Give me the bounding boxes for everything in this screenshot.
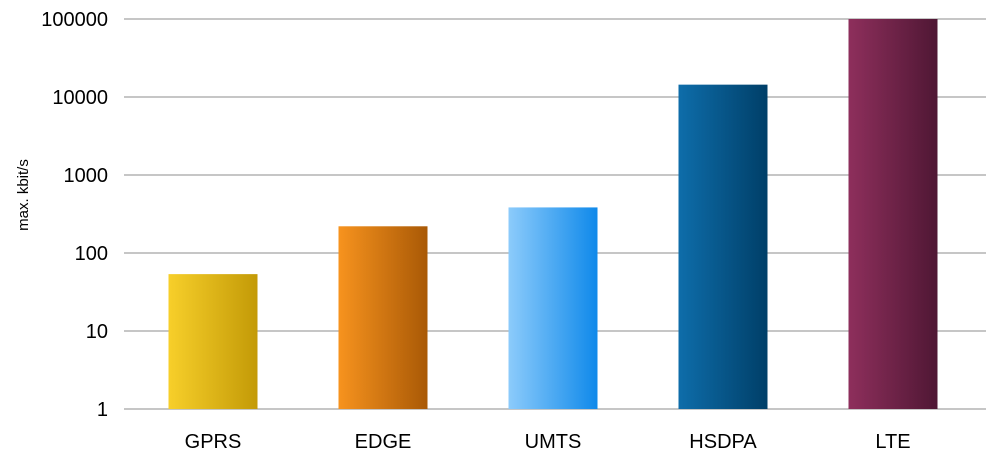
y-axis-title: max. kbit/s [15, 159, 32, 231]
y-tick-label: 10000 [52, 87, 108, 109]
y-tick-label: 100000 [41, 9, 108, 31]
x-tick-label-lte: LTE [875, 431, 910, 453]
x-axis-ticks: GPRS EDGE UMTS HSDPA LTE [185, 431, 911, 453]
x-tick-label-edge: EDGE [355, 431, 412, 453]
y-tick-label: 1000 [64, 165, 109, 187]
x-tick-label-hsdpa: HSDPA [689, 431, 757, 453]
y-tick-label: 1 [97, 399, 108, 421]
y-axis-ticks: 1 10 100 1000 10000 100000 [41, 9, 108, 421]
bar-umts [508, 207, 598, 409]
x-tick-label-umts: UMTS [525, 431, 582, 453]
bar-edge [338, 226, 428, 409]
bars [168, 19, 938, 409]
bar-gprs [168, 274, 258, 409]
x-tick-label-gprs: GPRS [185, 431, 242, 453]
bar-hsdpa [678, 84, 768, 409]
bar-lte [848, 19, 938, 409]
y-tick-label: 10 [86, 321, 108, 343]
y-tick-label: 100 [75, 243, 108, 265]
